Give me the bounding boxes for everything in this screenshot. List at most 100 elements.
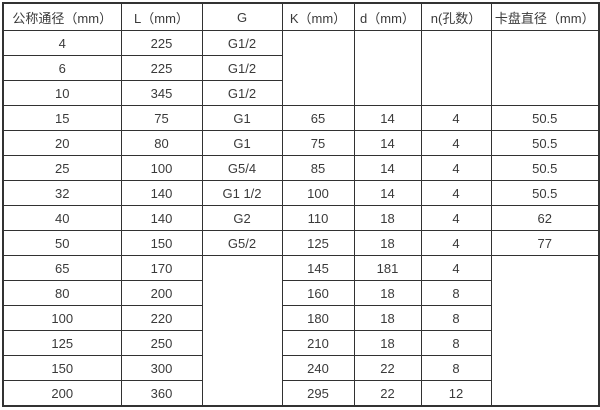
header-row: 公称通径（mm） L（mm） G K（mm） d（mm） n(孔数） 卡盘直径（… — [2, 2, 600, 31]
cell-l: 150 — [120, 230, 203, 256]
cell-n: 8 — [420, 305, 492, 331]
cell-dn: 125 — [2, 330, 122, 356]
cell-g: G1/2 — [201, 55, 283, 81]
cell-chuck-blank — [490, 30, 600, 106]
cell-g: G5/4 — [201, 155, 283, 181]
cell-k: 100 — [281, 180, 355, 206]
cell-l: 75 — [120, 105, 203, 131]
table-row: 65 170 145 181 4 — [2, 255, 600, 407]
table-row: 20 80 G1 75 14 4 50.5 — [2, 130, 600, 156]
cell-n: 4 — [420, 130, 492, 156]
cell-k: 210 — [281, 330, 355, 356]
cell-n: 8 — [420, 330, 492, 356]
cell-l: 250 — [120, 330, 203, 356]
cell-d: 18 — [353, 230, 422, 256]
cell-l: 345 — [120, 80, 203, 106]
cell-n: 4 — [420, 205, 492, 231]
cell-g: G5/2 — [201, 230, 283, 256]
cell-dn: 32 — [2, 180, 122, 206]
cell-k: 125 — [281, 230, 355, 256]
cell-l: 300 — [120, 355, 203, 381]
col-header-g: G — [201, 2, 283, 31]
cell-dn: 65 — [2, 255, 122, 281]
cell-dn: 100 — [2, 305, 122, 331]
cell-d: 14 — [353, 155, 422, 181]
cell-d: 18 — [353, 330, 422, 356]
table-row: 200 360 295 22 12 — [2, 380, 599, 407]
table-row: 50 150 G5/2 125 18 4 77 — [2, 230, 600, 256]
cell-g: G1 — [201, 130, 283, 156]
cell-dn: 50 — [2, 230, 122, 256]
cell-g-blank — [201, 255, 283, 407]
cell-n: 4 — [420, 230, 492, 256]
cell-l: 225 — [120, 55, 203, 81]
table-row: 80 200 160 18 8 — [2, 280, 599, 306]
cell-k: 160 — [281, 280, 355, 306]
cell-l: 360 — [120, 380, 203, 407]
col-header-d: d（mm） — [353, 2, 422, 31]
cell-k: 295 — [281, 380, 355, 407]
cell-d: 14 — [353, 105, 422, 131]
table-row: 4 225 G1/2 — [2, 30, 600, 106]
cell-d: 14 — [353, 180, 422, 206]
cell-d: 22 — [353, 380, 422, 407]
cell-l: 200 — [120, 280, 203, 306]
cell-l: 220 — [120, 305, 203, 331]
cell-k: 110 — [281, 205, 355, 231]
cell-k: 65 — [281, 105, 355, 131]
cell-g: G2 — [201, 205, 283, 231]
cell-dn: 15 — [2, 105, 122, 131]
cell-dn: 20 — [2, 130, 122, 156]
cell-l: 80 — [120, 130, 203, 156]
cell-n: 4 — [420, 180, 492, 206]
table-row: 32 140 G1 1/2 100 14 4 50.5 — [2, 180, 600, 206]
table-row: 15 75 G1 65 14 4 50.5 — [2, 105, 600, 131]
cell-chuck: 50.5 — [490, 155, 600, 181]
cell-l: 170 — [120, 255, 203, 281]
col-header-n-holes: n(孔数） — [420, 2, 492, 31]
cell-n: 8 — [420, 355, 492, 381]
table-row: 25 100 G5/4 85 14 4 50.5 — [2, 155, 600, 181]
cell-d: 18 — [353, 280, 422, 306]
cell-dn: 200 — [2, 380, 122, 407]
cell-n: 8 — [420, 280, 492, 306]
cell-d-blank — [353, 30, 422, 106]
cell-n: 4 — [420, 255, 492, 281]
cell-g: G1 — [201, 105, 283, 131]
cell-n: 4 — [420, 105, 492, 131]
cell-k: 180 — [281, 305, 355, 331]
cell-d: 18 — [353, 205, 422, 231]
cell-l: 100 — [120, 155, 203, 181]
cell-chuck: 62 — [490, 205, 600, 231]
cell-dn: 4 — [2, 30, 122, 56]
cell-dn: 40 — [2, 205, 122, 231]
cell-l: 140 — [120, 205, 203, 231]
table-row: 40 140 G2 110 18 4 62 — [2, 205, 600, 231]
col-header-nominal-diameter: 公称通径（mm） — [2, 2, 122, 31]
cell-chuck: 77 — [490, 230, 600, 256]
cell-k: 85 — [281, 155, 355, 181]
cell-l: 225 — [120, 30, 203, 56]
table-row: 6 225 G1/2 — [2, 55, 599, 81]
cell-dn: 25 — [2, 155, 122, 181]
table-row: 150 300 240 22 8 — [2, 355, 599, 381]
cell-dn: 150 — [2, 355, 122, 381]
cell-d: 18 — [353, 305, 422, 331]
cell-n-blank — [420, 30, 492, 106]
cell-g: G1/2 — [201, 30, 283, 56]
cell-n: 4 — [420, 155, 492, 181]
cell-chuck: 50.5 — [490, 130, 600, 156]
cell-chuck: 50.5 — [490, 180, 600, 206]
col-header-l: L（mm） — [120, 2, 203, 31]
cell-chuck: 50.5 — [490, 105, 600, 131]
cell-k: 75 — [281, 130, 355, 156]
cell-g: G1/2 — [201, 80, 283, 106]
cell-d: 22 — [353, 355, 422, 381]
cell-dn: 10 — [2, 80, 122, 106]
cell-d: 14 — [353, 130, 422, 156]
cell-chuck-blank — [490, 255, 600, 407]
cell-k-blank — [281, 30, 355, 106]
cell-k: 240 — [281, 355, 355, 381]
